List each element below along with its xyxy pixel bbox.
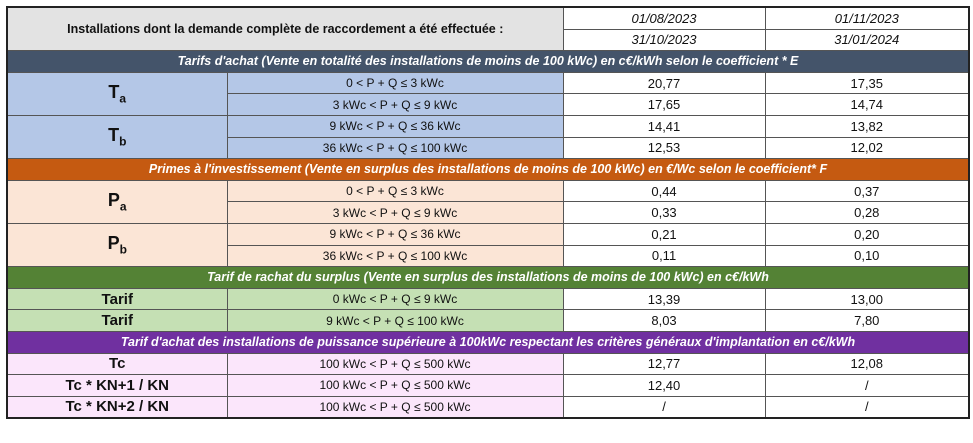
table-row: 3 kWc < P + Q ≤ 9 kWc 0,33 0,28 <box>7 201 970 224</box>
table-row: Pb 9 kWc < P + Q ≤ 36 kWc 0,21 0,20 <box>6 222 970 268</box>
label-main: Tc <box>109 355 126 373</box>
table-row: Pa 0 < P + Q ≤ 3 kWc 0,44 0,37 <box>6 179 970 224</box>
table-row: Tarif 0 kWc < P + Q ≤ 9 kWc 13,39 13,00 <box>6 287 970 311</box>
label-main: T <box>108 125 120 146</box>
table-row: Tarif 9 kWc < P + Q ≤ 100 kWc 8,03 7,80 <box>6 309 970 332</box>
value-period-2: 0,10 <box>764 244 970 268</box>
value-period-1: 17,65 <box>562 93 766 116</box>
table-row: Tc * KN+1 / KN 100 kWc < P + Q ≤ 500 kWc 1… <box>6 374 970 397</box>
table-row: 36 kWc < P + Q ≤ 100 kWc 0,11 0,10 <box>7 244 970 268</box>
tariff-label: Tc <box>6 352 228 376</box>
value-period-1: 12,40 <box>562 374 766 397</box>
tariff-label: Pb <box>6 222 228 268</box>
table-row: Ta 0 < P + Q ≤ 3 kWc 20,77 17,35 <box>6 71 970 116</box>
power-range: 3 kWc < P + Q ≤ 9 kWc <box>226 93 564 116</box>
label-main: Tarif <box>101 290 133 308</box>
value-period-1: 0,44 <box>562 179 766 203</box>
label-subscript: b <box>119 134 127 149</box>
label-subscript: a <box>119 91 127 106</box>
value-period-2: 13,82 <box>764 114 970 138</box>
value-period-2: 12,02 <box>764 136 970 160</box>
value-period-2: 0,37 <box>764 179 970 203</box>
table-title: Installations dont la demande complète d… <box>6 6 564 52</box>
power-range: 9 kWc < P + Q ≤ 36 kWc <box>226 222 564 246</box>
value-period-1: 13,39 <box>562 287 766 311</box>
value-period-1: 12,53 <box>562 136 766 160</box>
value-period-2: / <box>764 395 970 419</box>
label-main: Tc * KN+1 / KN <box>65 376 170 394</box>
tariff-label: Tc * KN+2 / KN <box>6 395 228 419</box>
label-main: P <box>107 190 120 211</box>
tariff-table: Installations dont la demande complète d… <box>6 6 971 420</box>
section-header: Tarifs d'achat (Vente en totalité des in… <box>6 50 970 73</box>
table-row: Tc * KN+2 / KN 100 kWc < P + Q ≤ 500 kWc /… <box>6 395 970 419</box>
value-period-1: 8,03 <box>562 309 766 332</box>
period-2-to: 31/01/2024 <box>764 28 970 52</box>
period-2-from: 01/11/2023 <box>764 6 970 30</box>
power-range: 36 kWc < P + Q ≤ 100 kWc <box>226 244 564 268</box>
label-subscript: a <box>119 199 127 214</box>
label-main: P <box>107 233 120 254</box>
section-header: Tarif d'achat des installations de puiss… <box>6 330 970 354</box>
label-main: Tarif <box>101 312 133 330</box>
table-row: Tb 9 kWc < P + Q ≤ 36 kWc 14,41 13,82 <box>6 114 970 160</box>
label-main: T <box>108 82 120 103</box>
power-range: 9 kWc < P + Q ≤ 36 kWc <box>226 114 564 138</box>
value-period-2: 12,08 <box>764 352 970 376</box>
value-period-1: 14,41 <box>562 114 766 138</box>
power-range: 100 kWc < P + Q ≤ 500 kWc <box>226 395 564 419</box>
value-period-1: 0,11 <box>562 244 766 268</box>
label-subscript: b <box>119 242 127 257</box>
tariff-label: Pa <box>6 179 228 224</box>
power-range: 3 kWc < P + Q ≤ 9 kWc <box>226 201 564 224</box>
value-period-2: 13,00 <box>764 287 970 311</box>
power-range: 36 kWc < P + Q ≤ 100 kWc <box>226 136 564 160</box>
tariff-label: Tarif <box>6 309 228 332</box>
section-header: Tarif de rachat du surplus (Vente en sur… <box>6 266 970 289</box>
power-range: 0 kWc < P + Q ≤ 9 kWc <box>226 287 564 311</box>
section-header: Primes à l'investissement (Vente en surp… <box>6 158 970 181</box>
label-main: Tc * KN+2 / KN <box>65 398 170 416</box>
power-range: 100 kWc < P + Q ≤ 500 kWc <box>226 352 564 376</box>
tariff-label: Tc * KN+1 / KN <box>6 374 228 397</box>
value-period-1: 20,77 <box>562 71 766 95</box>
table-row: Tc 100 kWc < P + Q ≤ 500 kWc 12,77 12,08 <box>6 352 970 376</box>
power-range: 9 kWc < P + Q ≤ 100 kWc <box>226 309 564 332</box>
power-range: 100 kWc < P + Q ≤ 500 kWc <box>226 374 564 397</box>
power-range: 0 < P + Q ≤ 3 kWc <box>226 179 564 203</box>
value-period-2: 17,35 <box>764 71 970 95</box>
tariff-label: Tarif <box>6 287 228 311</box>
value-period-1: 12,77 <box>562 352 766 376</box>
period-1-to: 31/10/2023 <box>562 28 766 52</box>
value-period-1: 0,21 <box>562 222 766 246</box>
tariff-label: Ta <box>6 71 228 116</box>
value-period-2: 0,28 <box>764 201 970 224</box>
value-period-2: / <box>764 374 970 397</box>
value-period-2: 0,20 <box>764 222 970 246</box>
tariff-label: Tb <box>6 114 228 160</box>
power-range: 0 < P + Q ≤ 3 kWc <box>226 71 564 95</box>
value-period-2: 7,80 <box>764 309 970 332</box>
value-period-2: 14,74 <box>764 93 970 116</box>
value-period-1: 0,33 <box>562 201 766 224</box>
table-row: 36 kWc < P + Q ≤ 100 kWc 12,53 12,02 <box>7 136 970 160</box>
period-1-from: 01/08/2023 <box>562 6 766 30</box>
table-row: 3 kWc < P + Q ≤ 9 kWc 17,65 14,74 <box>7 93 970 116</box>
value-period-1: / <box>562 395 766 419</box>
